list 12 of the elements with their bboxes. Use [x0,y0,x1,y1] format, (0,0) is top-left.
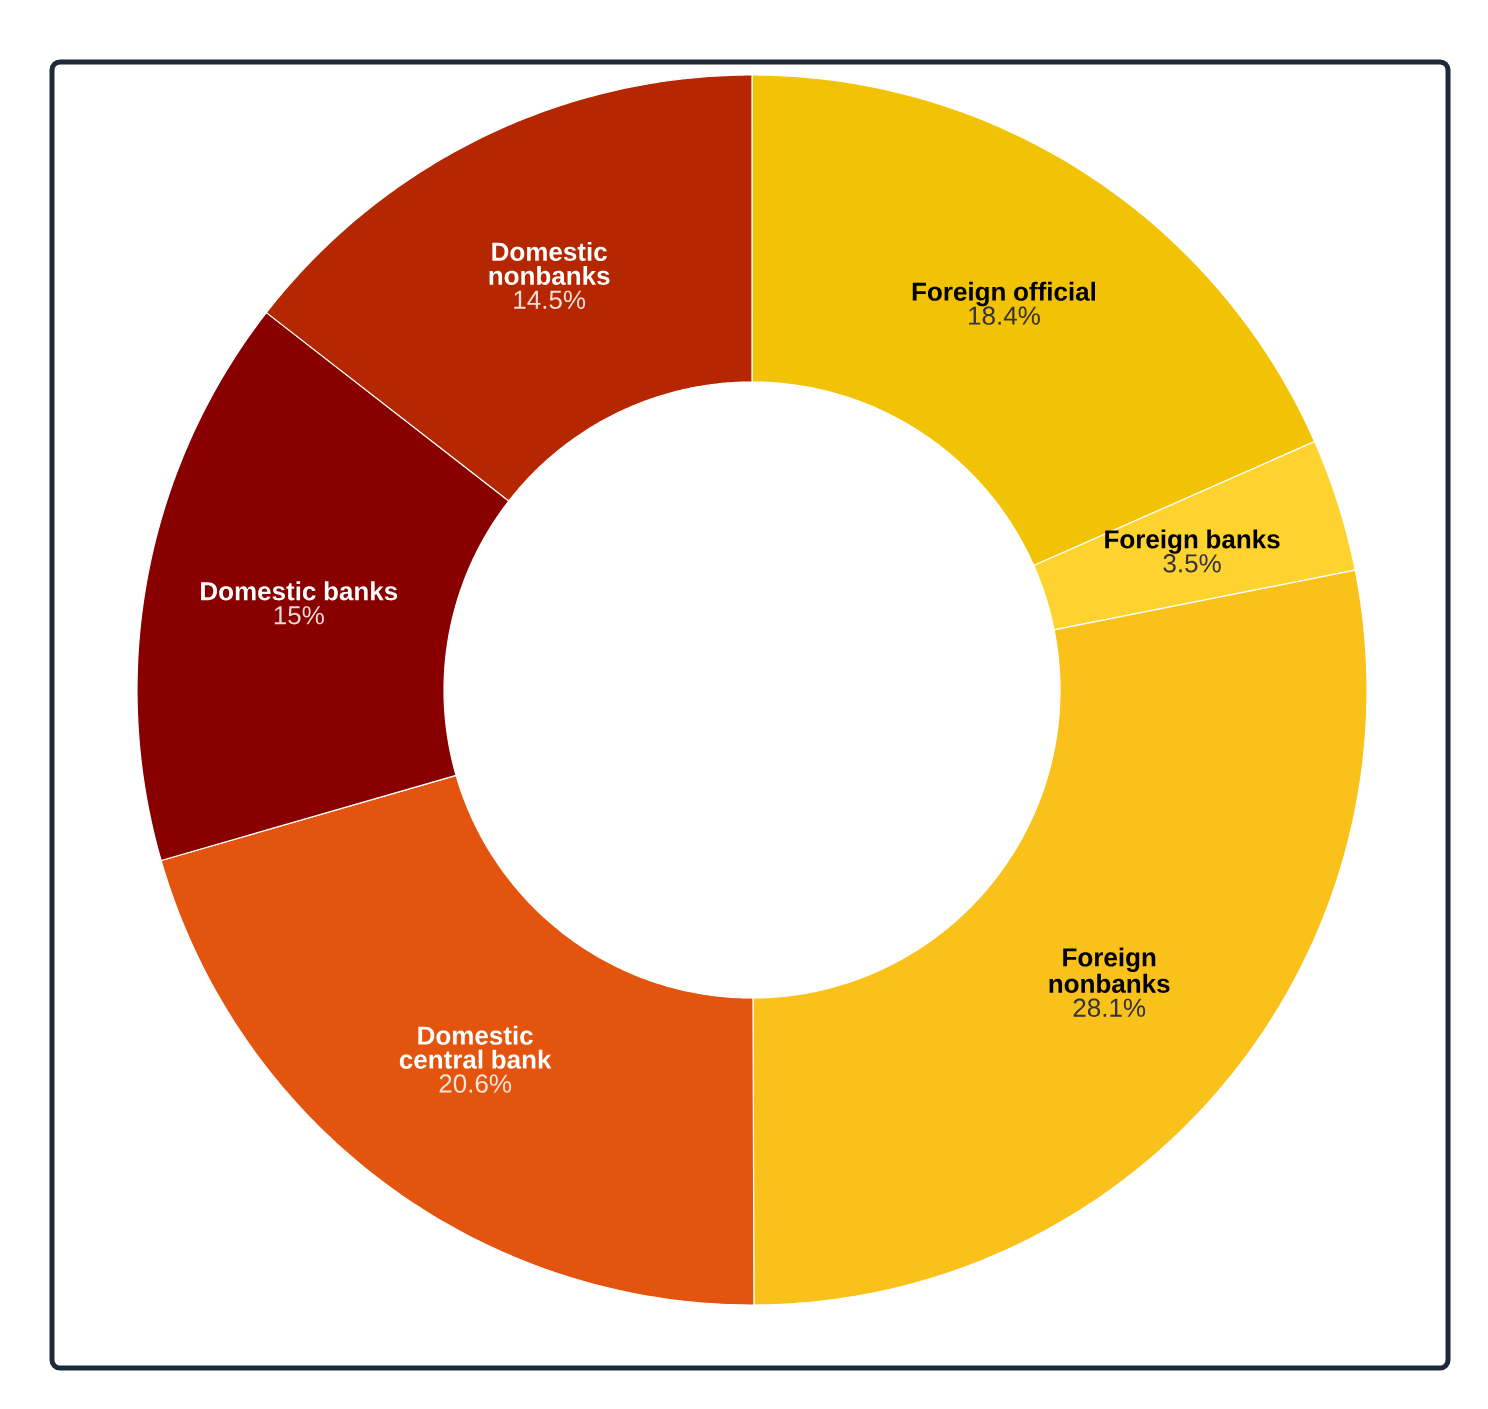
data-label: 3.5% [1163,554,1221,573]
data-label: 20.6% [439,1074,512,1093]
slice-label: Domestic central bank [399,1025,552,1069]
data-label: 18.4% [969,306,1040,325]
data-label: 15% [274,606,324,625]
data-label: 28.1% [1073,998,1146,1017]
slice-label: Domestic banks [201,581,398,601]
slice-label: Foreign nonbanks [1049,947,1170,993]
data-label: 14.5% [514,290,586,309]
slice-label: Foreign banks [1105,529,1280,554]
slice-label: Domestic nonbanks [489,241,610,285]
slice-label: Foreign official [912,281,1096,307]
